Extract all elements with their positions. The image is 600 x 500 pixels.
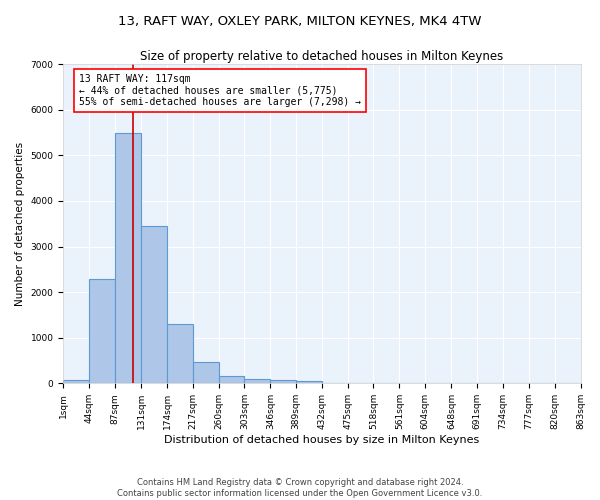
Bar — [167, 324, 193, 384]
Bar — [89, 280, 115, 384]
Bar — [218, 376, 244, 384]
Bar — [63, 380, 89, 384]
Y-axis label: Number of detached properties: Number of detached properties — [15, 142, 25, 306]
X-axis label: Distribution of detached houses by size in Milton Keynes: Distribution of detached houses by size … — [164, 435, 479, 445]
Bar — [296, 381, 322, 384]
Bar — [141, 226, 167, 384]
Bar — [244, 379, 270, 384]
Bar — [270, 380, 296, 384]
Text: 13 RAFT WAY: 117sqm
← 44% of detached houses are smaller (5,775)
55% of semi-det: 13 RAFT WAY: 117sqm ← 44% of detached ho… — [79, 74, 361, 107]
Text: Contains HM Land Registry data © Crown copyright and database right 2024.
Contai: Contains HM Land Registry data © Crown c… — [118, 478, 482, 498]
Title: Size of property relative to detached houses in Milton Keynes: Size of property relative to detached ho… — [140, 50, 503, 63]
Bar — [115, 134, 141, 384]
Text: 13, RAFT WAY, OXLEY PARK, MILTON KEYNES, MK4 4TW: 13, RAFT WAY, OXLEY PARK, MILTON KEYNES,… — [118, 15, 482, 28]
Bar — [193, 362, 218, 384]
